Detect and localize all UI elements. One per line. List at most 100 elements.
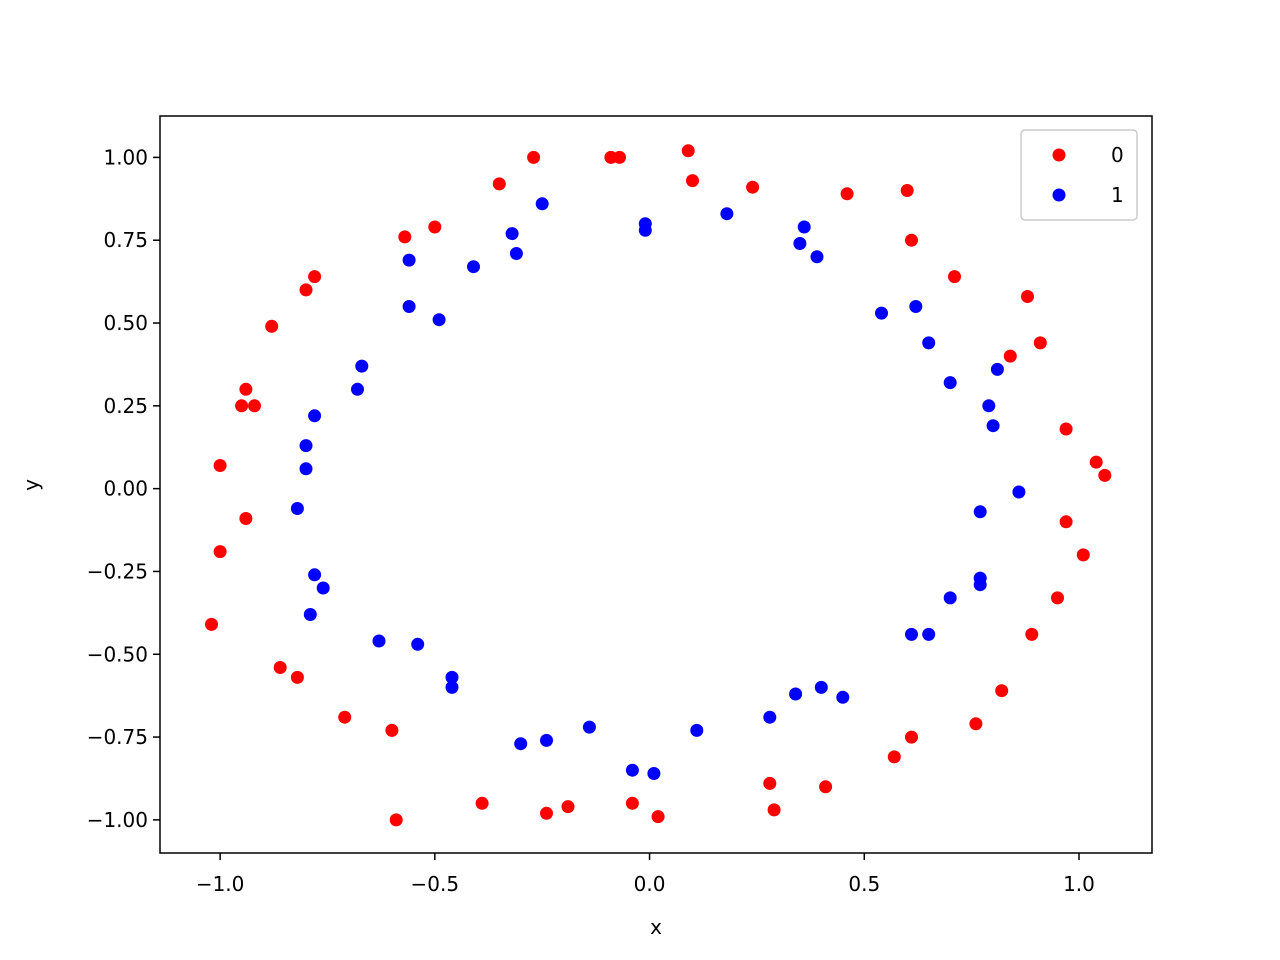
y-tick-label: −0.75: [87, 725, 148, 749]
x-axis-ticks: −1.0 −0.5 0.0 0.5 1.0: [196, 853, 1095, 896]
data-point-series-0: [239, 512, 253, 525]
data-point-series-1: [445, 680, 459, 694]
data-point-series-1: [647, 767, 661, 780]
data-point-series-1: [875, 306, 888, 320]
data-point-series-0: [767, 803, 781, 817]
data-point-series-1: [411, 637, 425, 651]
data-point-series-1: [638, 223, 652, 237]
data-point-series-0: [613, 150, 626, 164]
legend-marker-1: [1052, 188, 1066, 202]
data-point-series-0: [819, 780, 833, 794]
data-point-series-1: [810, 250, 824, 264]
data-point-series-0: [625, 796, 639, 810]
data-point-series-0: [651, 810, 665, 824]
data-point-series-0: [1098, 468, 1112, 482]
data-point-series-1: [445, 670, 459, 684]
data-point-series-1: [973, 505, 987, 519]
y-axis-ticks: 1.00 0.75 0.50 0.25 0.00 −0.25 −0.50 −0.75 −1.00: [87, 145, 160, 832]
data-point-series-1: [402, 300, 416, 313]
data-point-series-0: [213, 545, 227, 559]
data-point-series-0: [492, 177, 506, 191]
data-point-series-0: [746, 180, 760, 194]
data-point-series-0: [475, 796, 489, 810]
data-point-series-0: [308, 270, 322, 284]
data-points: [205, 144, 1112, 827]
y-tick-label: 1.00: [103, 145, 148, 169]
data-point-series-1: [505, 227, 519, 241]
data-point-series-0: [887, 750, 901, 764]
data-point-series-0: [561, 800, 575, 814]
data-point-series-0: [1033, 336, 1047, 350]
data-point-series-1: [535, 197, 549, 211]
data-point-series-0: [995, 684, 1009, 698]
x-tick-label: −1.0: [196, 872, 245, 896]
data-point-series-0: [1089, 455, 1103, 469]
y-axis-label: y: [19, 479, 43, 491]
data-point-series-1: [355, 359, 369, 373]
y-tick-label: 0.75: [103, 228, 148, 252]
data-point-series-1: [720, 207, 734, 221]
data-point-series-0: [239, 382, 253, 396]
data-point-series-0: [905, 233, 918, 247]
data-point-series-1: [402, 253, 416, 267]
data-point-series-1: [625, 763, 639, 777]
data-point-series-0: [686, 174, 699, 188]
data-point-series-1: [316, 581, 330, 595]
data-point-series-0: [527, 150, 541, 164]
data-point-series-1: [308, 568, 322, 582]
y-tick-label: −0.25: [87, 559, 148, 583]
y-tick-label: −1.00: [87, 808, 148, 832]
data-point-series-0: [1076, 548, 1090, 562]
legend-label-0: 0: [1111, 143, 1124, 167]
data-point-series-1: [303, 608, 317, 621]
x-tick-label: −0.5: [411, 872, 460, 896]
data-point-series-1: [290, 502, 304, 515]
data-point-series-1: [922, 627, 936, 641]
data-point-series-0: [681, 144, 695, 158]
data-point-series-1: [351, 382, 364, 396]
data-point-series-1: [1012, 485, 1026, 499]
data-point-series-1: [540, 733, 553, 747]
data-point-series-0: [389, 813, 403, 827]
data-point-series-1: [509, 247, 523, 260]
data-point-series-1: [973, 578, 987, 592]
data-point-series-0: [1021, 290, 1034, 303]
x-tick-label: 0.0: [634, 872, 666, 896]
data-point-series-0: [290, 670, 304, 684]
data-point-series-0: [273, 661, 287, 674]
data-point-series-0: [265, 319, 279, 333]
x-tick-label: 0.5: [848, 872, 880, 896]
data-point-series-1: [789, 687, 803, 701]
data-point-series-1: [299, 462, 313, 476]
y-tick-label: 0.25: [103, 394, 148, 418]
data-point-series-0: [540, 806, 553, 820]
legend: 0 1: [1020, 129, 1138, 221]
data-point-series-0: [1025, 627, 1039, 641]
data-point-series-0: [428, 220, 442, 234]
x-axis-label: x: [650, 915, 662, 939]
data-point-series-0: [299, 283, 313, 297]
plot-frame: [159, 115, 1153, 854]
data-point-series-1: [943, 376, 957, 390]
data-point-series-0: [1003, 349, 1017, 363]
y-tick-label: −0.50: [87, 642, 148, 666]
data-point-series-1: [990, 362, 1004, 376]
data-point-series-1: [432, 313, 446, 327]
data-point-series-0: [205, 617, 218, 631]
data-point-series-1: [905, 627, 918, 641]
legend-marker-0: [1052, 148, 1066, 162]
data-point-series-0: [948, 270, 961, 284]
data-point-series-0: [763, 776, 777, 790]
data-point-series-0: [905, 730, 918, 744]
data-point-series-1: [836, 690, 850, 704]
data-point-series-1: [467, 260, 480, 274]
data-point-series-0: [398, 230, 412, 244]
data-point-series-1: [797, 220, 811, 234]
data-point-series-0: [1059, 422, 1073, 436]
data-point-series-0: [1059, 515, 1073, 529]
data-point-series-1: [982, 399, 996, 413]
y-tick-label: 0.50: [103, 311, 148, 335]
data-point-series-0: [1051, 591, 1064, 605]
data-point-series-0: [840, 187, 854, 201]
data-point-series-0: [338, 710, 352, 724]
